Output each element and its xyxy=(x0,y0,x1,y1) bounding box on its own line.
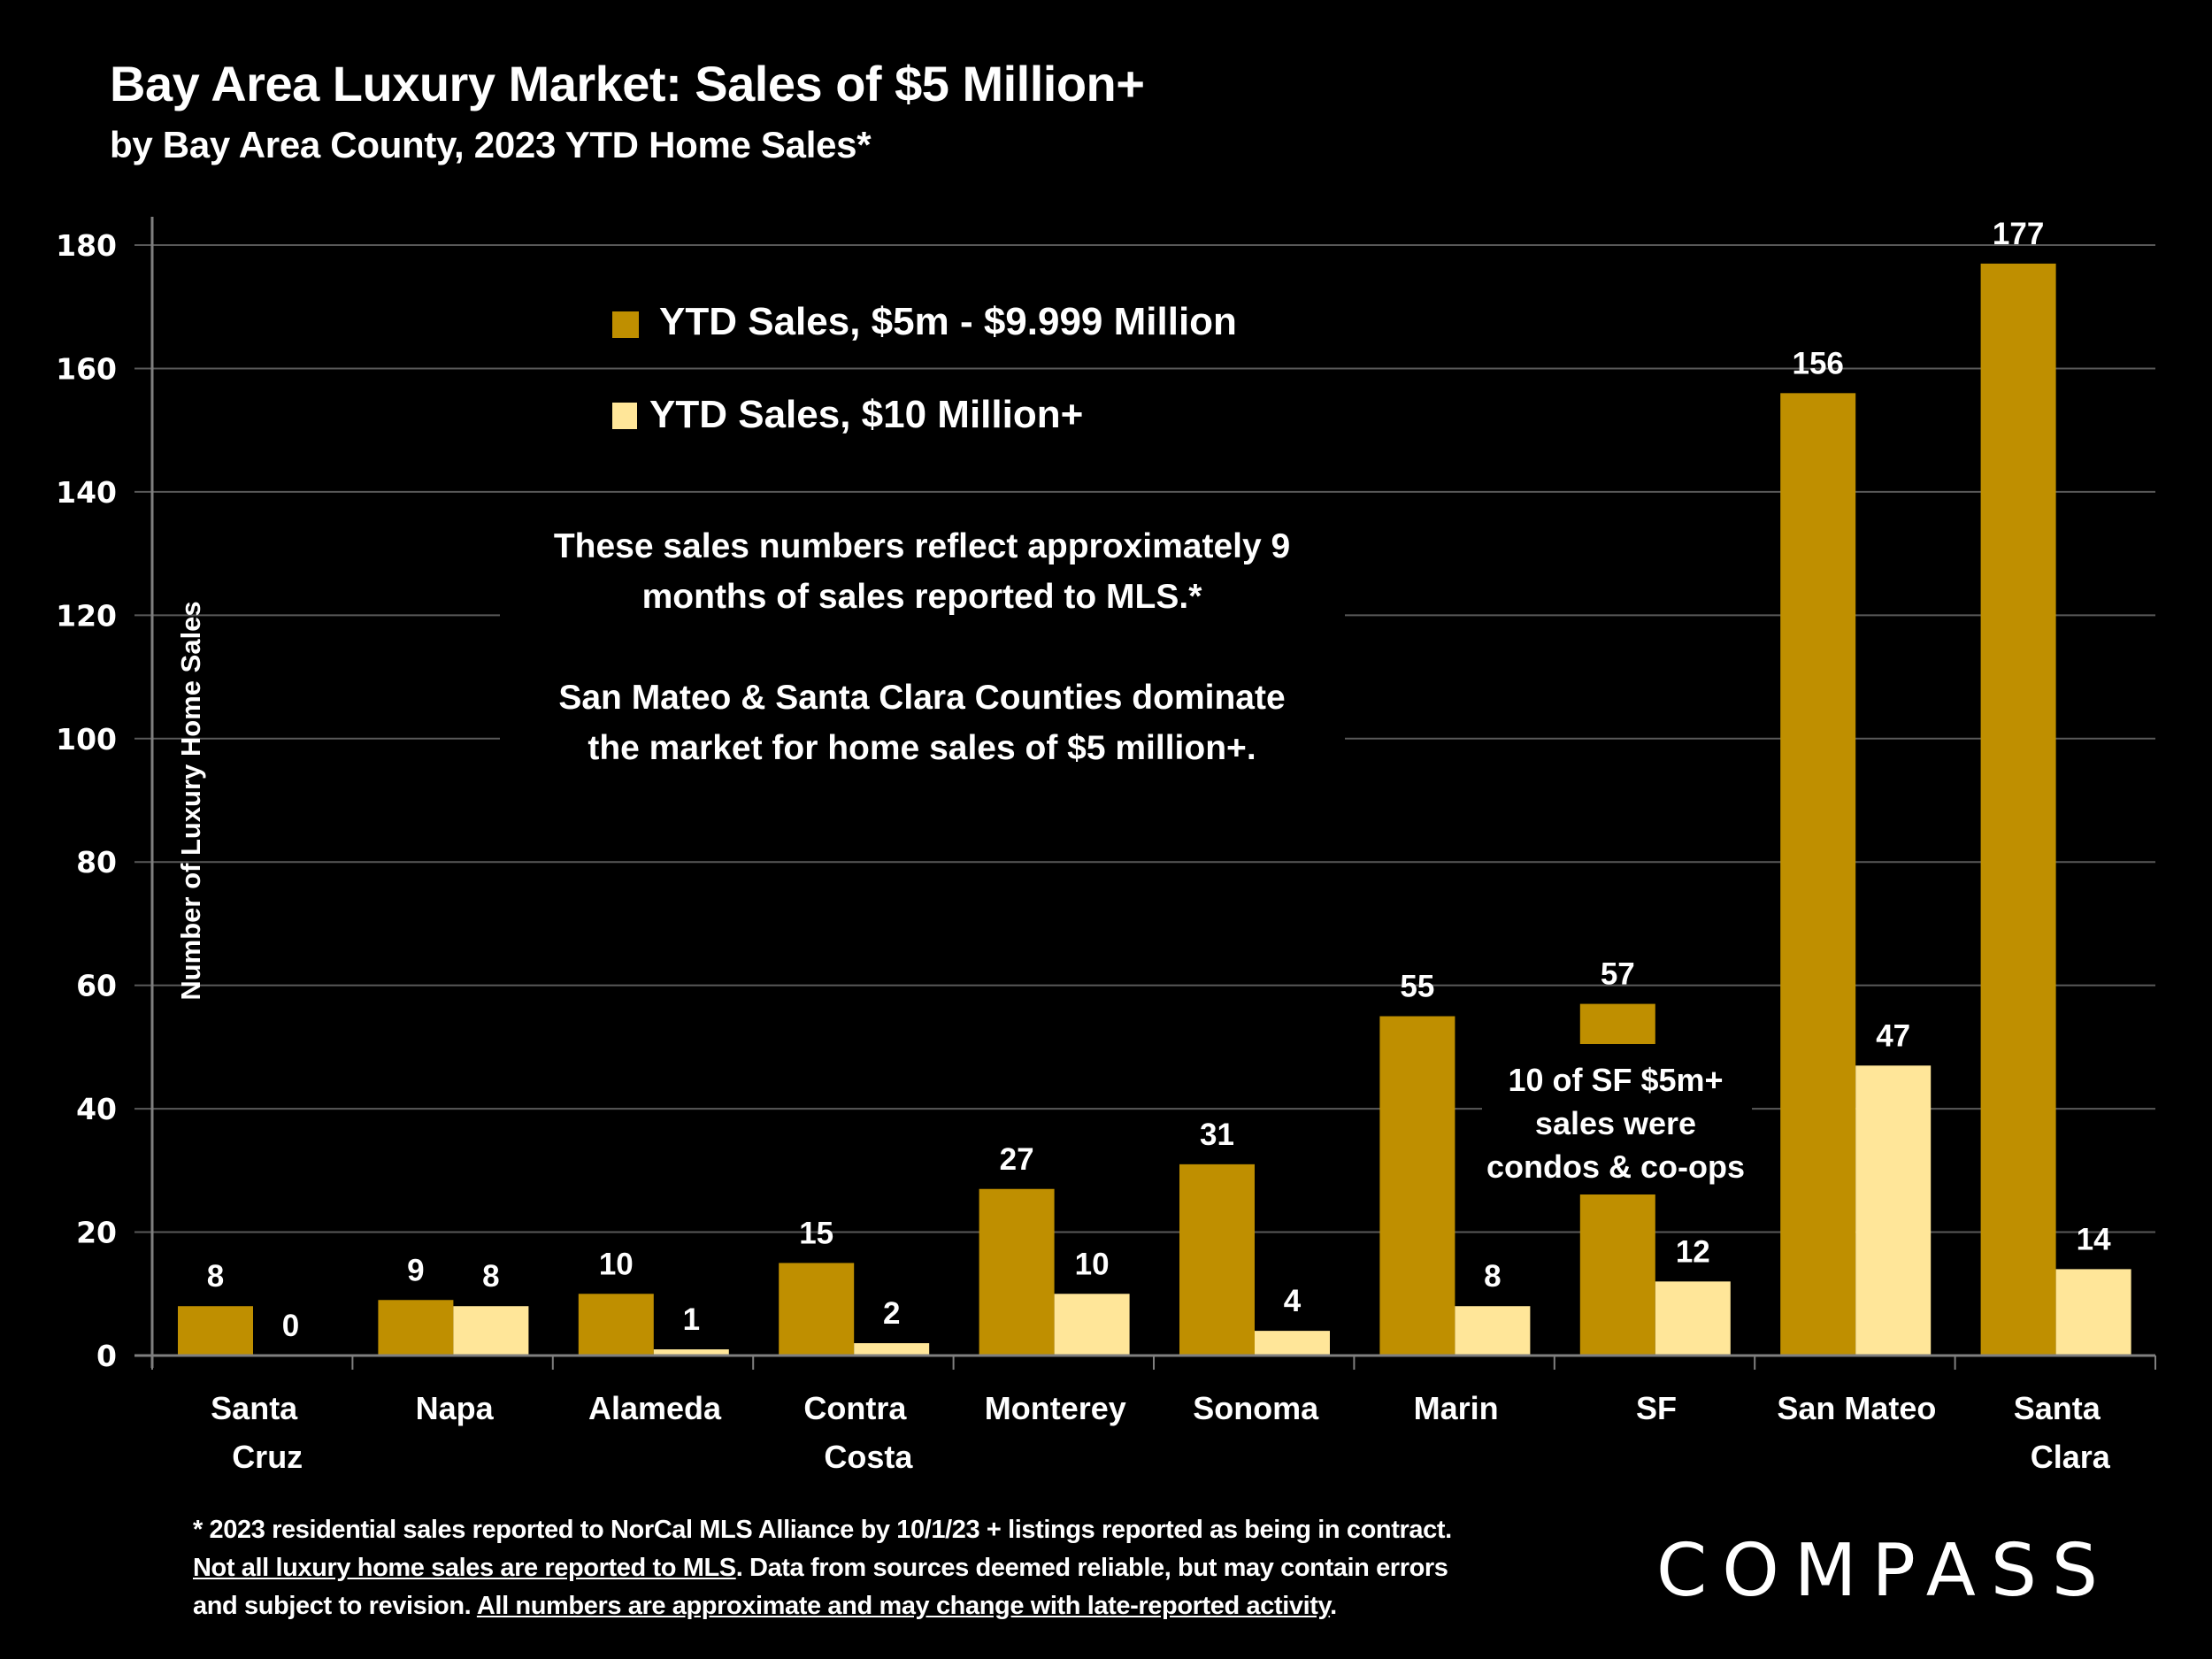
data-label: 57 xyxy=(1601,957,1635,992)
x-axis-label: Clara xyxy=(2031,1439,2111,1475)
data-label: 4 xyxy=(1284,1284,1302,1318)
legend-swatch-5m xyxy=(612,311,639,338)
y-axis-title: Number of Luxury Home Sales xyxy=(175,601,206,1000)
sf-annotation-line: 10 of SF $5m+ xyxy=(1508,1062,1723,1098)
bar-10m-plus xyxy=(854,1343,930,1356)
y-tick-label: 20 xyxy=(76,1216,117,1250)
data-label: 55 xyxy=(1400,970,1434,1004)
footnote: * 2023 residential sales reported to Nor… xyxy=(193,1511,1591,1625)
x-axis-label: Monterey xyxy=(985,1390,1126,1426)
bar-10m-plus xyxy=(1054,1294,1130,1356)
data-label: 31 xyxy=(1200,1118,1234,1152)
bars xyxy=(178,263,2131,1356)
data-label: 47 xyxy=(1876,1018,1910,1053)
chart-title: Bay Area Luxury Market: Sales of $5 Mill… xyxy=(110,56,1145,111)
compass-logo-text: COMPASS xyxy=(1656,1529,2113,1613)
annotation-backgrounds xyxy=(500,513,1752,1194)
sf-annotation-bg xyxy=(1482,1044,1752,1194)
footnote-line3: and subject to revision. xyxy=(193,1592,477,1620)
data-label: 15 xyxy=(799,1216,833,1250)
y-tick-label: 140 xyxy=(56,475,117,510)
y-tick-label: 0 xyxy=(96,1339,117,1373)
x-axis-label: Napa xyxy=(416,1390,495,1426)
bar-10m-plus xyxy=(1855,1065,1932,1356)
compass-logo: COMPASS xyxy=(1656,1529,2113,1613)
bar-5m-10m xyxy=(1980,263,2056,1356)
data-label: 8 xyxy=(1484,1259,1501,1294)
bar-5m-10m xyxy=(1379,1016,1455,1356)
center-annotation-bg xyxy=(500,513,1345,779)
data-label: 8 xyxy=(482,1259,499,1294)
data-label: 177 xyxy=(1993,217,2044,251)
center-annotation-line: These sales numbers reflect approximatel… xyxy=(554,527,1290,565)
x-axis-label: Marin xyxy=(1414,1390,1499,1426)
y-axis-ticks: 0 20 40 60 80 100 120 140 160 180 xyxy=(56,228,117,1373)
bar-5m-10m xyxy=(1179,1164,1255,1356)
bar-5m-10m xyxy=(979,1188,1055,1356)
x-axis-label: Contra xyxy=(803,1390,907,1426)
y-tick-label: 100 xyxy=(56,722,117,757)
x-axis-label: San Mateo xyxy=(1777,1390,1936,1426)
bar-10m-plus xyxy=(653,1349,729,1356)
bar-10m-plus xyxy=(1455,1306,1531,1356)
x-axis-label: Santa xyxy=(211,1390,298,1426)
data-label: 1 xyxy=(683,1302,700,1337)
footnote-line3-end: . xyxy=(1330,1592,1337,1620)
y-tick-label: 40 xyxy=(76,1092,117,1126)
bar-5m-10m xyxy=(779,1263,855,1356)
x-axis-label: SF xyxy=(1636,1390,1677,1426)
x-axis-label: Cruz xyxy=(232,1439,303,1475)
data-label: 2 xyxy=(883,1296,900,1331)
axes xyxy=(134,217,2156,1370)
data-label: 12 xyxy=(1676,1234,1710,1269)
y-tick-label: 120 xyxy=(56,598,117,633)
data-label: 10 xyxy=(1075,1247,1110,1281)
data-label: 9 xyxy=(407,1253,424,1287)
center-annotation-line: months of sales reported to MLS.* xyxy=(642,578,1203,616)
sf-annotation: 10 of SF $5m+ sales were condos & co-ops xyxy=(1486,1062,1745,1185)
legend-swatch-10m xyxy=(612,403,637,429)
footnote-mls-disclaimer: Not all luxury home sales are reported t… xyxy=(193,1554,736,1582)
x-axis-label: Sonoma xyxy=(1193,1390,1319,1426)
legend-label-5m: YTD Sales, $5m - $9.999 Million xyxy=(659,300,1237,343)
center-annotation-line: San Mateo & Santa Clara Counties dominat… xyxy=(558,679,1285,717)
footnote-line1: * 2023 residential sales reported to Nor… xyxy=(193,1516,1452,1544)
bar-10m-plus xyxy=(1255,1331,1330,1356)
footnote-approx-disclaimer: All numbers are approximate and may chan… xyxy=(476,1592,1331,1620)
footnote-line2: . Data from sources deemed reliable, but… xyxy=(735,1554,1448,1582)
bar-10m-plus xyxy=(453,1306,529,1356)
y-tick-label: 160 xyxy=(56,351,117,386)
legend-label-10m: YTD Sales, $10 Million+ xyxy=(649,393,1083,436)
sf-annotation-line: condos & co-ops xyxy=(1486,1148,1745,1185)
data-label: 156 xyxy=(1792,346,1843,380)
center-annotation: These sales numbers reflect approximatel… xyxy=(554,527,1290,767)
x-axis-label: Santa xyxy=(2014,1390,2101,1426)
bar-10m-plus xyxy=(1655,1281,1731,1356)
x-axis-label: Costa xyxy=(824,1439,913,1475)
y-tick-label: 180 xyxy=(56,228,117,263)
data-label: 14 xyxy=(2077,1222,2111,1256)
data-label: 8 xyxy=(207,1259,224,1294)
y-tick-label: 80 xyxy=(76,845,117,879)
legend: YTD Sales, $5m - $9.999 Million YTD Sale… xyxy=(612,300,1237,436)
bar-5m-10m xyxy=(1780,393,1856,1356)
data-label: 10 xyxy=(599,1247,634,1281)
chart-subtitle: by Bay Area County, 2023 YTD Home Sales* xyxy=(110,124,872,165)
sf-annotation-line: sales were xyxy=(1535,1105,1696,1141)
x-axis-labels: Santa Cruz Napa Alameda Contra Costa Monterey S… xyxy=(211,1390,2111,1475)
x-axis-label: Alameda xyxy=(588,1390,722,1426)
bar-5m-10m xyxy=(178,1306,253,1356)
data-label: 27 xyxy=(1000,1142,1034,1177)
bar-5m-10m xyxy=(578,1294,654,1356)
bar-5m-10m xyxy=(378,1300,454,1356)
y-tick-label: 60 xyxy=(76,969,117,1003)
bar-10m-plus xyxy=(2055,1269,2131,1356)
data-label: 0 xyxy=(282,1309,299,1343)
center-annotation-line: the market for home sales of $5 million+… xyxy=(588,729,1256,767)
